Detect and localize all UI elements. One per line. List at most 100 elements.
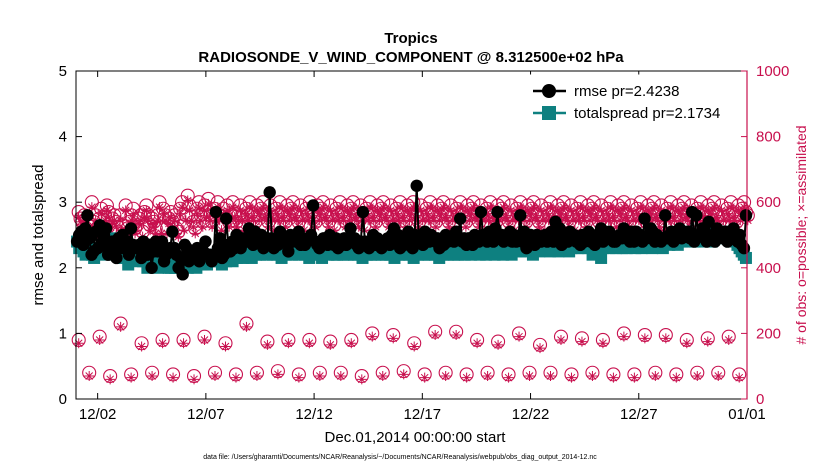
rmse-point [99, 222, 113, 235]
obs-assimilated-marker [537, 215, 548, 226]
obs-assimilated-marker [351, 215, 362, 226]
obs-assimilated-marker [73, 211, 84, 222]
obs-assimilated-marker [301, 208, 312, 219]
obs-assimilated-marker [227, 202, 238, 213]
obs-assimilated-marker [477, 215, 488, 226]
obs-assimilated-marker [130, 228, 141, 239]
obs-assimilated-marker [534, 221, 545, 232]
obs-assimilated-marker [350, 211, 360, 222]
obs-assimilated-marker [577, 211, 588, 222]
x-tick-label: 01/01 [728, 406, 766, 423]
y-right-tick-label: 200 [756, 325, 781, 342]
obs-assimilated-marker [568, 215, 579, 226]
obs-assimilated-marker [519, 215, 530, 226]
obs-assimilated-marker [323, 221, 334, 232]
obs-assimilated-marker [739, 202, 750, 213]
obs-assimilated-marker [163, 218, 174, 229]
obs-assimilated-marker [111, 221, 122, 232]
data-file-footer: data file: /Users/gharamti/Documents/NCA… [203, 454, 597, 461]
obs-assimilated-low-marker [388, 333, 399, 344]
obs-assimilated-marker [506, 205, 517, 216]
rmse-point [199, 235, 212, 248]
legend-box [527, 74, 741, 128]
obs-assimilated-marker [374, 215, 385, 226]
obs-assimilated-marker [543, 215, 554, 226]
obs-assimilated-marker [466, 208, 477, 219]
obs-assimilated-marker [327, 215, 338, 226]
obs-assimilated-low-marker [650, 371, 661, 382]
obs-assimilated-marker [319, 211, 330, 222]
obs-assimilated-marker [532, 215, 543, 226]
obs-assimilated-marker [697, 211, 708, 222]
obs-assimilated-marker [656, 205, 667, 216]
obs-assimilated-low-marker [157, 338, 168, 349]
obs-assimilated-marker [609, 215, 620, 226]
obs-assimilated-marker [667, 211, 678, 222]
obs-assimilated-low-marker [272, 369, 283, 380]
obs-assimilated-marker [596, 205, 607, 216]
obs-assimilated-marker [259, 211, 270, 222]
obs-assimilated-marker [575, 202, 586, 213]
x-tick-label: 12/22 [512, 406, 550, 423]
obs-assimilated-marker [680, 211, 691, 222]
obs-assimilated-marker [618, 202, 629, 213]
obs-assimilated-marker [398, 215, 409, 226]
y-axis-label: rmse and totalspread [30, 165, 47, 306]
legend-rmse-marker [542, 84, 556, 98]
obs-assimilated-marker [712, 215, 723, 226]
obs-assimilated-marker [240, 208, 251, 219]
obs-assimilated-marker [148, 221, 159, 232]
obs-assimilated-marker [654, 221, 665, 232]
x-tick-label: 12/27 [620, 406, 658, 423]
obs-assimilated-marker [395, 202, 406, 213]
y-tick-label: 1 [59, 325, 67, 342]
obs-assimilated-marker [571, 208, 582, 219]
obs-assimilated-marker [381, 215, 392, 226]
obs-assimilated-marker [109, 215, 120, 226]
x-tick-label: 12/12 [295, 406, 333, 423]
obs-assimilated-marker [252, 205, 263, 216]
obs-assimilated-marker [86, 202, 97, 213]
rmse-point [282, 245, 295, 258]
obs-assimilated-marker [169, 215, 180, 226]
obs-assimilated-marker [291, 215, 302, 226]
obs-assimilated-marker [579, 215, 590, 226]
obs-assimilated-low-marker [377, 371, 388, 382]
obs-assimilated-marker [242, 215, 253, 226]
obs-assimilated-marker [620, 211, 631, 222]
y-right-tick-label: 0 [756, 391, 764, 408]
x-axis-label: Dec.01,2014 00:00:00 start [325, 429, 507, 446]
obs-assimilated-marker [216, 225, 227, 236]
obs-assimilated-marker [727, 211, 738, 222]
obs-assimilated-low-marker [660, 333, 671, 344]
obs-assimilated-marker [205, 215, 216, 226]
obs-assimilated-marker [331, 208, 342, 219]
obs-assimilated-marker [455, 202, 466, 213]
obs-assimilated-low-marker [629, 372, 640, 383]
obs-assimilated-marker [141, 205, 152, 216]
obs-assimilated-marker [348, 202, 359, 213]
obs-assimilated-marker [468, 202, 479, 213]
obs-assimilated-marker [287, 202, 298, 213]
y-tick-label: 2 [59, 260, 67, 277]
obs-assimilated-marker [103, 211, 114, 222]
obs-assimilated-marker [310, 221, 321, 232]
obs-assimilated-marker [393, 215, 404, 226]
obs-assimilated-marker [605, 202, 616, 213]
obs-assimilated-marker [139, 211, 150, 222]
obs-assimilated-low-marker [576, 336, 587, 347]
obs-assimilated-marker [246, 211, 257, 222]
totalspread-point [595, 251, 608, 264]
x-tick-label: 12/07 [187, 406, 225, 423]
obs-assimilated-low-marker [293, 372, 304, 383]
obs-assimilated-low-marker [241, 321, 252, 332]
obs-assimilated-marker [558, 202, 569, 213]
obs-assimilated-low-marker [251, 371, 262, 382]
obs-assimilated-marker [280, 221, 291, 232]
obs-assimilated-marker [489, 215, 500, 226]
obs-assimilated-marker [188, 221, 199, 232]
obs-assimilated-marker [560, 211, 571, 222]
rmse-point [410, 179, 423, 192]
obs-assimilated-marker [541, 208, 552, 219]
y-right-tick-label: 600 [756, 194, 781, 211]
